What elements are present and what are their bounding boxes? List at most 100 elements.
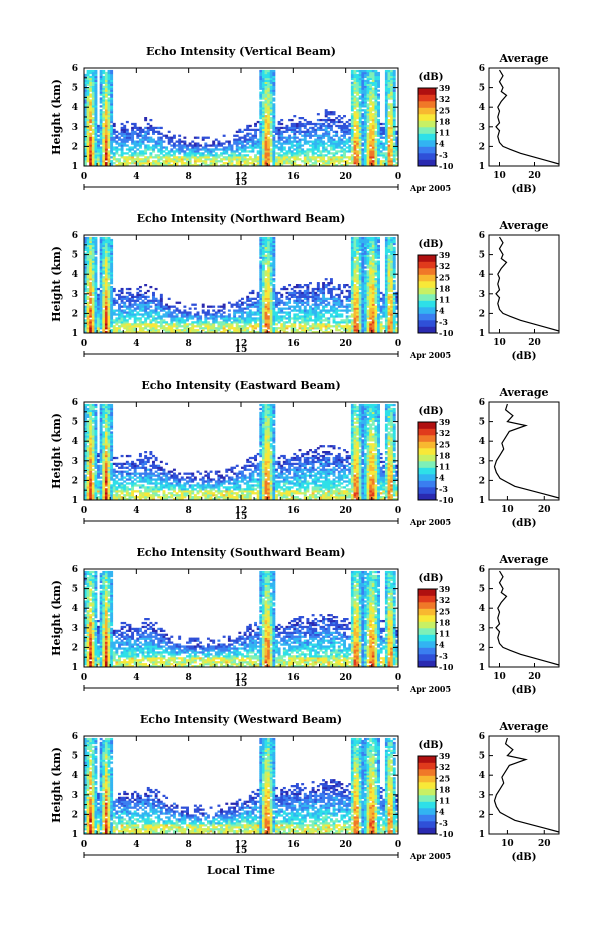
echo-cell (322, 284, 326, 287)
echo-cell (152, 126, 155, 130)
echo-cell (110, 256, 114, 259)
echo-cell (363, 81, 367, 84)
echo-cell (264, 91, 268, 94)
echo-cell (110, 75, 114, 79)
echo-cell (369, 77, 373, 81)
echo-cell (154, 162, 158, 165)
echo-cell (293, 115, 297, 118)
echo-cell (382, 148, 386, 151)
echo-cell (332, 154, 336, 157)
echo-cell (141, 152, 145, 155)
echo-cell (243, 148, 247, 151)
echo-cell (89, 307, 93, 310)
echo-cell (319, 136, 323, 139)
echo-cell (366, 107, 370, 110)
echo-cell (136, 156, 140, 159)
echo-cell (261, 305, 265, 308)
echo-cell (144, 303, 148, 306)
echo-cell (162, 313, 166, 316)
echo-cell (275, 319, 278, 322)
echo-cell (366, 79, 370, 83)
echo-cell (293, 134, 297, 137)
echo-cell (363, 150, 367, 153)
echo-cell (303, 136, 307, 139)
echo-cell (327, 134, 331, 137)
echo-cell (86, 73, 90, 77)
echo-cell (227, 313, 231, 316)
echo-cell (261, 79, 265, 83)
echo-cell (261, 284, 265, 287)
echo-cell (269, 291, 273, 295)
echo-cell (269, 297, 273, 300)
echo-cell (295, 140, 299, 143)
echo-cell (356, 126, 360, 130)
echo-cell (235, 156, 239, 159)
echo-cell (104, 240, 108, 244)
echo-cell (178, 146, 182, 149)
echo-cell (246, 297, 250, 300)
echo-cell (102, 289, 106, 293)
echo-cell (384, 95, 388, 98)
echo-cell (238, 307, 242, 310)
echo-cell (309, 140, 312, 143)
echo-cell (264, 146, 268, 149)
echo-cell (167, 164, 171, 167)
echo-cell (379, 130, 383, 133)
echo-cell (186, 331, 189, 334)
echo-cell (280, 311, 284, 314)
echo-cell (230, 158, 234, 161)
echo-cell (86, 148, 90, 151)
echo-cell (363, 103, 367, 106)
echo-cell (395, 132, 399, 135)
echo-cell (84, 122, 87, 126)
echo-cell (167, 325, 171, 328)
echo-cell (269, 329, 273, 332)
echo-cell (319, 329, 323, 332)
echo-cell (235, 329, 239, 332)
echo-cell (104, 126, 108, 130)
echo-cell (350, 95, 354, 98)
echo-cell (345, 319, 349, 322)
echo-cell (332, 315, 336, 318)
colorbar-frame (417, 87, 437, 167)
echo-cell (256, 301, 260, 304)
echo-cell (267, 162, 271, 165)
echo-cell (99, 101, 103, 104)
echo-cell (89, 270, 93, 273)
echo-cell (97, 160, 100, 163)
echo-cell (345, 297, 349, 300)
echo-cell (390, 103, 394, 106)
echo-cell (358, 148, 362, 151)
echo-cell (353, 162, 357, 165)
y-tick-label: 2 (72, 142, 78, 152)
echo-cell (107, 258, 111, 261)
echo-cell (133, 323, 137, 326)
echo-cell (154, 126, 158, 130)
echo-cell (102, 107, 106, 110)
echo-cell (251, 327, 255, 330)
echo-cell (356, 274, 360, 277)
echo-cell (115, 140, 119, 143)
echo-cell (290, 126, 294, 130)
echo-cell (264, 142, 268, 145)
echo-cell (196, 317, 200, 320)
echo-cell (167, 138, 171, 141)
echo-cell (248, 136, 252, 139)
echo-cell (327, 111, 331, 114)
echo-cell (366, 162, 370, 165)
echo-cell (141, 315, 145, 318)
echo-cell (303, 315, 307, 318)
echo-cell (86, 323, 90, 326)
echo-cell (256, 140, 260, 143)
echo-cell (350, 266, 354, 269)
echo-cell (356, 244, 360, 248)
echo-cell (86, 305, 90, 308)
echo-cell (131, 140, 135, 143)
echo-cell (128, 303, 132, 306)
echo-cell (107, 240, 111, 244)
echo-cell (366, 115, 370, 118)
echo-cell (259, 260, 263, 263)
echo-cell (267, 282, 271, 285)
echo-cell (102, 236, 106, 240)
echo-cell (146, 160, 150, 163)
